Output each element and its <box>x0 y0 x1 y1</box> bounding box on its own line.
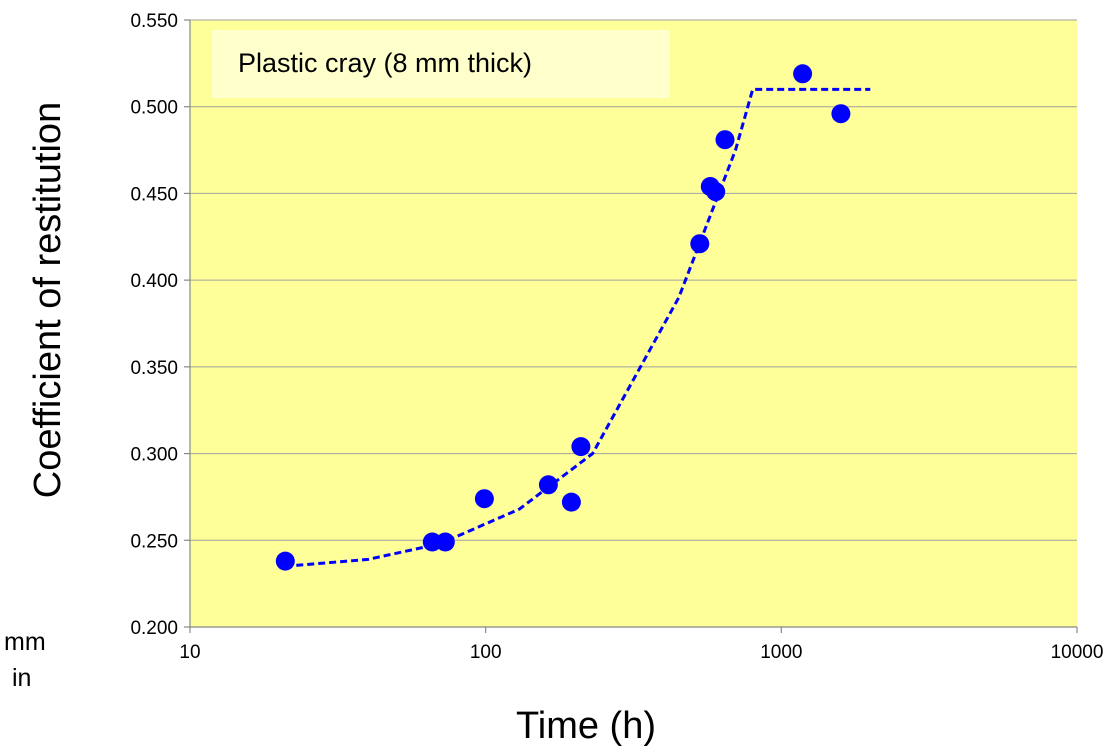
y-tick-label: 0.250 <box>130 531 178 552</box>
axes <box>189 20 1077 628</box>
x-tick-label: 100 <box>470 642 502 663</box>
x-tick-label: 10000 <box>1051 642 1104 663</box>
plot-area <box>190 20 1077 627</box>
y-tick-label: 0.450 <box>130 184 178 205</box>
x-tick-label: 10 <box>179 642 200 663</box>
data-point <box>435 532 455 552</box>
x-axis-title: Time (h) <box>516 705 656 747</box>
data-point <box>706 182 726 202</box>
y-tick-label: 0.350 <box>130 358 178 379</box>
y-tick-label: 0.550 <box>130 11 178 32</box>
data-point <box>275 551 295 571</box>
y-tick-label: 0.500 <box>130 98 178 119</box>
data-point <box>571 437 591 457</box>
y-tick-label: 0.300 <box>130 445 178 466</box>
data-point <box>474 489 494 509</box>
data-point <box>690 234 710 254</box>
annotation: Plastic cray (8 mm thick) <box>212 30 670 98</box>
data-point <box>831 104 851 124</box>
annotation-text: Plastic cray (8 mm thick) <box>238 48 532 78</box>
y-axis-title: Coefficient of restitution <box>27 102 69 498</box>
data-point <box>538 475 558 495</box>
gridlines <box>190 19 1077 541</box>
data-point <box>793 64 813 84</box>
data-point <box>422 532 442 552</box>
edge-text-mm: mm <box>4 628 46 656</box>
edge-text-in: in <box>12 664 31 692</box>
tick-labels: 0.200 0.250 0.300 0.350 0.400 0.450 0.500 0.550… <box>130 11 1103 663</box>
trend-line-group <box>285 87 871 568</box>
x-tick-label: 1000 <box>760 642 802 663</box>
y-tick-label: 0.200 <box>130 618 178 639</box>
trend-line <box>285 87 871 568</box>
data-points <box>275 64 851 571</box>
data-point <box>715 130 735 150</box>
annotation-box <box>212 30 670 98</box>
y-tick-label: 0.400 <box>130 271 178 292</box>
data-point <box>561 492 581 512</box>
